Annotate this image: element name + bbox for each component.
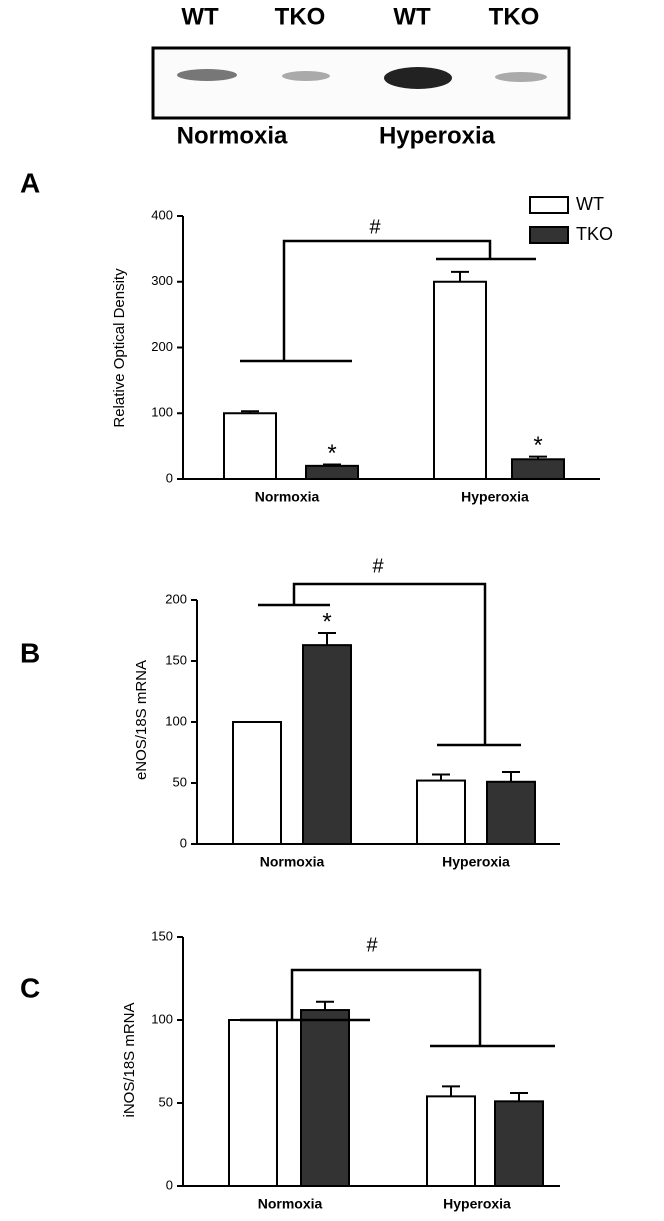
x-tick-label: Normoxia (255, 489, 320, 505)
bar (511, 458, 565, 480)
y-tick-label: 150 (165, 652, 187, 667)
y-tick-label: 0 (166, 470, 173, 485)
x-tick-label: Hyperoxia (443, 1196, 511, 1212)
bar (416, 779, 466, 845)
significance-bracket (290, 968, 482, 1046)
band (384, 67, 452, 89)
bar (426, 1095, 476, 1187)
bar (494, 1100, 544, 1187)
y-tick-label: 150 (151, 928, 173, 943)
x-tick-label: Normoxia (258, 1196, 323, 1212)
x-tick-label: Normoxia (260, 854, 325, 870)
y-axis-label: iNOS/18S mRNA (121, 1002, 138, 1117)
bar (486, 780, 536, 846)
significance-bracket (282, 239, 492, 361)
annotation: * (322, 608, 331, 635)
condition-label: Hyperoxia (379, 122, 496, 149)
x-tick-label: Hyperoxia (461, 489, 529, 505)
condition-label: Normoxia (177, 122, 288, 149)
panel-label: A (20, 167, 40, 198)
band (282, 71, 330, 81)
annotation: * (327, 440, 336, 467)
band (177, 69, 237, 81)
bar (300, 1009, 350, 1187)
y-tick-label: 400 (151, 207, 173, 222)
significance-bracket (292, 582, 487, 745)
legend-label: TKO (576, 224, 613, 244)
bar (223, 412, 277, 480)
bar (228, 1019, 278, 1187)
y-tick-label: 0 (166, 1177, 173, 1192)
legend-label: WT (576, 194, 604, 214)
legend-swatch (529, 226, 569, 244)
y-axis-label: eNOS/18S mRNA (133, 660, 150, 780)
bar (302, 644, 352, 846)
bar (305, 464, 359, 481)
panel-label: B (20, 637, 40, 668)
annotation: # (372, 555, 384, 577)
bar (232, 721, 282, 845)
band (495, 72, 547, 82)
y-tick-label: 100 (151, 1011, 173, 1026)
annotation: # (369, 216, 381, 238)
y-tick-label: 50 (159, 1094, 173, 1109)
y-tick-label: 300 (151, 273, 173, 288)
y-tick-label: 100 (151, 405, 173, 420)
lane-label: WT (181, 3, 219, 30)
y-tick-label: 200 (151, 339, 173, 354)
x-tick-label: Hyperoxia (442, 854, 510, 870)
y-tick-label: 200 (165, 591, 187, 606)
legend-swatch (529, 196, 569, 214)
y-axis-label: Relative Optical Density (111, 268, 128, 428)
blot (151, 46, 571, 120)
y-tick-label: 100 (165, 713, 187, 728)
panel-label: C (20, 972, 40, 1003)
lane-label: WT (393, 3, 431, 30)
y-tick-label: 0 (180, 835, 187, 850)
y-tick-label: 50 (173, 774, 187, 789)
annotation: * (533, 432, 542, 459)
bar (433, 280, 487, 480)
annotation: # (366, 934, 378, 956)
lane-label: TKO (489, 3, 540, 30)
lane-label: TKO (275, 3, 326, 30)
